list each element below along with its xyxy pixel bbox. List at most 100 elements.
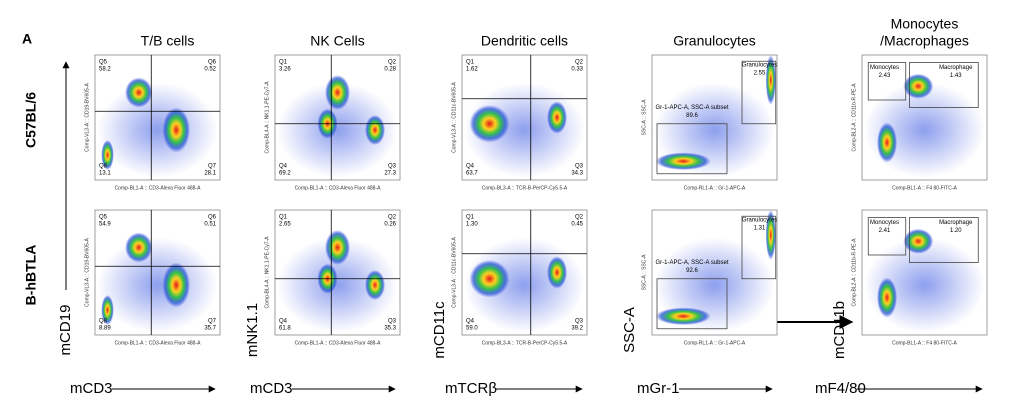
y-axis-label: SSC-A :: SSC-A [641,254,647,291]
density-blob [877,277,897,318]
row-label: C57BL/6 [23,92,39,148]
gate-box [656,123,728,175]
density-blob [125,77,153,108]
gate-name: Q7 [208,319,217,325]
density-blob [162,107,190,153]
gate-name: Monocytes [870,220,899,226]
x-axis-label: Comp-BL1-A :: CD3-Alexa Fluor 488-A [115,340,202,346]
x-marker-label: mCD3 [70,380,113,397]
gate-value: 1.30 [466,222,478,228]
x-axis-label: Comp-RL1-A :: Gr-1-APC-A [684,185,746,191]
density-blob [162,262,190,308]
y-axis-label: Comp-VL3-A :: CD19-BV605-A [84,83,90,152]
density-blob [903,228,934,254]
gate-value: 54.9 [99,222,111,228]
gate-box [909,62,979,108]
gate-value: 61.8 [279,326,291,332]
gate-value: 2.55 [754,71,766,77]
y-axis-label: Comp-VL3-A :: CD19-BV605-A [84,238,90,307]
gate-name: Q6 [208,60,217,66]
gate-value: 2.41 [879,228,891,234]
density-blob [101,140,114,170]
gate-value: 1.31 [754,226,766,232]
gate-value: 0.28 [384,67,396,73]
gate-name: Q1 [466,60,475,66]
gate-box [909,217,979,263]
gate-value: 2.65 [279,222,291,228]
gate-value: 27.3 [384,171,396,177]
row-label: B-hBTLA [23,245,39,306]
gate-name: Q3 [388,164,397,170]
y-axis-label: Comp-BL4-A :: NK1.1-PE-Cy7-A [264,236,270,309]
x-marker-label: mCD3 [250,380,293,397]
density-blob [547,101,567,134]
gate-name: Q1 [279,215,288,221]
gate-value: 1.20 [950,228,962,234]
gate-value: 35.7 [204,326,216,332]
y-axis-label: Comp-VL3-A :: CD11c-BV605-A [451,236,457,307]
gate-name: Monocytes [870,65,899,71]
gate-name: Q4 [466,319,475,325]
density-blob [547,256,567,289]
gate-value: 28.1 [204,171,216,177]
gate-value: 3.26 [279,67,291,73]
gate-value: 34.3 [571,171,583,177]
gate-name: Q8 [99,164,108,170]
gate-value: 92.6 [686,268,698,274]
density-blob [325,75,350,110]
gate-box [867,217,907,256]
gate-box [741,60,777,125]
y-axis-label: Comp-BL2-A :: CD11b-R-PE-A [851,238,857,307]
gate-value: 89.6 [686,113,698,119]
gate-value: 1.62 [466,67,478,73]
gate-name: Macrophage [939,65,973,71]
gate-name: Q8 [99,319,108,325]
density-blob [365,115,385,145]
gate-value: 35.3 [384,326,396,332]
y-marker-label: mCD11c [431,301,448,359]
y-axis-label: Comp-BL4-A :: NK1.1-PE-Cy7-A [264,81,270,154]
column-title: Dendritic cells [481,33,568,49]
gate-name: Q5 [99,215,108,221]
density-blob [469,260,510,298]
gate-name: Macrophage [939,220,973,226]
density-blob [325,230,350,265]
column-title: Monocytes [891,16,959,32]
density-blob [903,73,934,99]
x-marker-label: mGr-1 [637,380,680,397]
x-axis-label: Comp-BL1-A :: CD3-Alexa Fluor 488-A [295,185,382,191]
gate-name: Q4 [279,319,288,325]
gate-value: 0.51 [204,222,216,228]
gate-name: Q3 [388,319,397,325]
gate-value: 8.89 [99,326,111,332]
gate-name: Q2 [575,215,584,221]
gate-name: Granulocytes [742,63,777,69]
density-haze [277,237,398,333]
density-blob [469,105,510,143]
gate-name: Q3 [575,164,584,170]
gate-name: Q5 [99,60,108,66]
column-title: /Macrophages [880,33,969,49]
gate-name: Gr-1-APC-A, SSC-A subset [655,105,728,111]
gate-value: 0.26 [384,222,396,228]
density-blob [101,295,114,325]
x-axis-label: Comp-BL1-A :: CD3-Alexa Fluor 488-A [115,185,202,191]
y-axis-label: Comp-VL3-A :: CD11c-BV605-A [451,81,457,152]
density-blob [125,232,153,263]
y-axis-label: SSC-A :: SSC-A [641,99,647,136]
density-blob [877,122,897,163]
density-blob [655,152,711,170]
gate-name: Q2 [388,215,397,221]
gate-value: 1.43 [950,73,962,79]
gate-value: 0.33 [571,67,583,73]
gate-name: Q7 [208,164,217,170]
y-marker-label: mCD19 [57,305,74,356]
y-marker-label: SSC-A [621,307,638,353]
gate-value: 58.2 [99,67,111,73]
density-haze [97,82,218,178]
gate-name: Q3 [575,319,584,325]
gate-value: 2.43 [879,73,891,79]
gate-value: 63.7 [466,171,478,177]
gate-name: Q2 [388,60,397,66]
gate-value: 69.2 [279,171,291,177]
